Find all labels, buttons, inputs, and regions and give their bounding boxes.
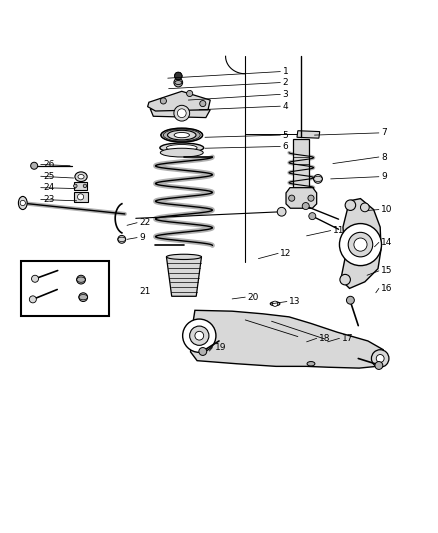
Circle shape [314, 174, 322, 183]
Polygon shape [341, 199, 381, 288]
Bar [74, 192, 88, 201]
Text: 14: 14 [381, 238, 392, 247]
Circle shape [375, 361, 383, 369]
Circle shape [345, 200, 356, 211]
Text: 9: 9 [381, 172, 387, 181]
Ellipse shape [160, 143, 204, 152]
Text: 21: 21 [139, 287, 151, 296]
Text: 5: 5 [283, 131, 288, 140]
Text: 17: 17 [342, 334, 353, 343]
Ellipse shape [166, 144, 197, 151]
Text: 11: 11 [333, 226, 344, 235]
Circle shape [339, 223, 381, 265]
Polygon shape [297, 131, 320, 138]
Ellipse shape [167, 130, 196, 140]
Polygon shape [286, 188, 317, 208]
Circle shape [187, 91, 193, 96]
Text: 18: 18 [319, 334, 330, 343]
Bar [293, 140, 309, 188]
Text: 16: 16 [381, 284, 392, 293]
Text: 19: 19 [215, 343, 226, 352]
Text: 13: 13 [289, 297, 300, 306]
Circle shape [195, 332, 204, 340]
Circle shape [272, 301, 278, 306]
Text: 23: 23 [43, 195, 54, 204]
Ellipse shape [307, 361, 315, 366]
Circle shape [20, 200, 25, 206]
Circle shape [174, 106, 190, 121]
Circle shape [354, 238, 367, 251]
Text: 9: 9 [139, 233, 145, 242]
Polygon shape [150, 109, 210, 118]
Circle shape [199, 348, 207, 356]
Circle shape [174, 72, 182, 80]
Circle shape [348, 232, 373, 257]
Circle shape [77, 275, 85, 284]
Polygon shape [148, 91, 210, 111]
Text: 6: 6 [283, 142, 288, 151]
Text: 10: 10 [381, 205, 392, 214]
Circle shape [83, 184, 87, 188]
Circle shape [177, 109, 186, 118]
Circle shape [200, 101, 206, 107]
Circle shape [346, 296, 354, 304]
Ellipse shape [166, 254, 201, 260]
Circle shape [277, 207, 286, 216]
Text: 2: 2 [283, 78, 288, 87]
Ellipse shape [75, 172, 87, 182]
Circle shape [29, 296, 36, 303]
Circle shape [79, 293, 88, 302]
Polygon shape [191, 310, 385, 368]
Circle shape [118, 236, 126, 243]
Bar [74, 182, 87, 190]
Text: 12: 12 [280, 249, 292, 258]
Circle shape [160, 98, 166, 104]
Ellipse shape [174, 133, 189, 138]
Circle shape [289, 195, 295, 201]
Ellipse shape [160, 148, 203, 157]
Bar [21, 261, 109, 316]
Text: 26: 26 [43, 160, 54, 169]
Circle shape [308, 195, 314, 201]
Text: 25: 25 [43, 172, 54, 181]
Circle shape [302, 203, 309, 209]
Circle shape [340, 274, 350, 285]
Ellipse shape [175, 80, 182, 85]
Circle shape [174, 78, 183, 87]
Circle shape [360, 203, 369, 212]
Text: 4: 4 [283, 102, 288, 111]
Circle shape [309, 213, 316, 220]
Text: 15: 15 [381, 266, 392, 276]
Ellipse shape [270, 302, 280, 306]
Circle shape [376, 354, 384, 362]
Text: 1: 1 [283, 67, 288, 76]
Circle shape [74, 184, 77, 188]
Ellipse shape [78, 174, 84, 179]
Text: 24: 24 [43, 183, 54, 192]
Circle shape [190, 326, 209, 345]
Circle shape [183, 319, 216, 352]
Text: 3: 3 [283, 90, 288, 99]
Circle shape [371, 350, 389, 367]
Text: 20: 20 [247, 293, 259, 302]
Polygon shape [166, 257, 201, 296]
Circle shape [31, 162, 38, 169]
Text: 7: 7 [381, 128, 387, 138]
Circle shape [32, 275, 39, 282]
Ellipse shape [18, 197, 27, 209]
Circle shape [78, 194, 84, 200]
Text: 22: 22 [139, 218, 151, 227]
Polygon shape [174, 72, 182, 79]
Text: 8: 8 [381, 152, 387, 161]
Ellipse shape [161, 128, 202, 142]
